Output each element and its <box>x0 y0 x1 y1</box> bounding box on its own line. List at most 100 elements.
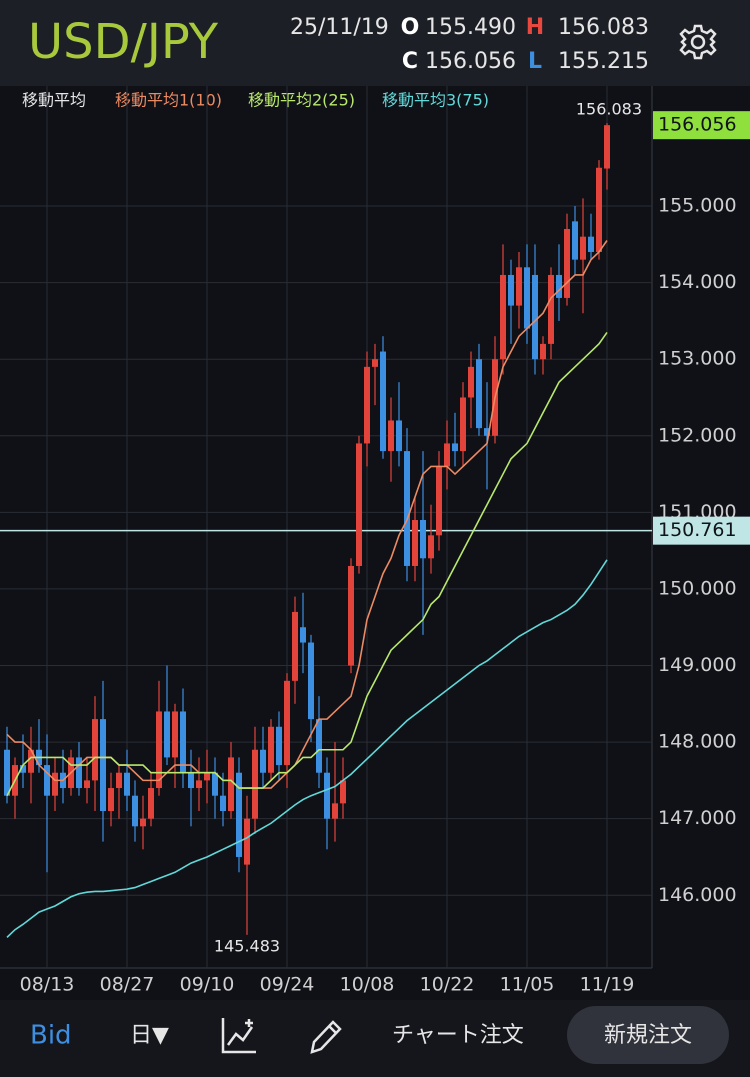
new-order-button[interactable]: 新規注文 <box>567 1006 729 1064</box>
x-tick-label: 09/10 <box>180 974 235 996</box>
candle-body <box>540 343 546 360</box>
candle-body <box>44 765 50 796</box>
ma-line <box>6 331 608 797</box>
candle-body <box>180 711 186 773</box>
new-order-bg <box>567 1006 729 1064</box>
candle-body <box>396 420 402 452</box>
candle-body <box>324 772 330 819</box>
x-tick-label: 09/24 <box>260 974 315 996</box>
y-tick-label: 150.000 <box>658 577 737 599</box>
gear-center <box>690 34 706 50</box>
candle-body <box>468 366 474 398</box>
header-bg <box>0 0 750 86</box>
low-label: 145.483 <box>214 936 280 955</box>
candle-body <box>164 711 170 758</box>
candle-body <box>284 680 290 766</box>
new-order-label: 新規注文 <box>604 1023 692 1048</box>
candle-body <box>412 520 418 566</box>
candle-body <box>220 795 226 812</box>
candle-body <box>4 749 10 796</box>
y-tick-label: 149.000 <box>658 654 737 676</box>
ohlc-key: O <box>401 15 420 40</box>
ohlc-value: 156.056 <box>425 49 516 74</box>
candle-body <box>92 719 98 781</box>
candle-body <box>292 611 298 681</box>
candle-body <box>84 780 90 789</box>
candle-body <box>244 818 250 865</box>
pencil-glyph <box>310 1020 342 1054</box>
candle-body <box>188 772 194 789</box>
ma-line <box>6 559 608 938</box>
ohlc-key: C <box>402 49 418 74</box>
candle-body <box>604 125 610 169</box>
x-tick-label: 10/08 <box>340 974 395 996</box>
candle-body <box>172 711 178 758</box>
candle-body <box>228 757 234 812</box>
candle-body <box>460 397 466 452</box>
candle-body <box>124 772 130 796</box>
candle-body <box>428 535 434 559</box>
indicator-icon[interactable] <box>221 1018 256 1054</box>
candle-body <box>20 765 26 773</box>
legend-entry: 移動平均1(10) <box>115 91 222 110</box>
last-price-tag <box>653 111 750 140</box>
candle-body <box>532 274 538 360</box>
candle-body <box>404 451 410 566</box>
candle-body <box>76 757 82 789</box>
candle-body <box>524 267 530 329</box>
candle-body <box>364 366 370 444</box>
candle-body <box>596 167 602 252</box>
candle-body <box>564 229 570 298</box>
candle-body <box>308 642 314 720</box>
gear-outline <box>679 24 717 60</box>
y-tick-label: 147.000 <box>658 807 737 829</box>
candle-body <box>580 236 586 260</box>
candle-body <box>380 351 386 452</box>
y-tick-label: 146.000 <box>658 884 737 906</box>
candle-body <box>508 274 514 306</box>
y-tick-label: 155.000 <box>658 195 737 217</box>
candle-body <box>108 788 114 812</box>
chart-bg <box>0 86 750 1000</box>
x-tick-label: 11/19 <box>580 974 635 996</box>
price-line-label: 150.761 <box>658 519 737 541</box>
candle-body <box>156 711 162 789</box>
indicator-plus <box>245 1019 253 1027</box>
x-tick-label: 08/27 <box>100 974 155 996</box>
candle-body <box>100 719 106 812</box>
candle-body <box>476 359 482 429</box>
candle-body <box>268 726 274 773</box>
candle-body <box>500 274 506 360</box>
draw-icon[interactable] <box>310 1020 342 1054</box>
candle-body <box>516 267 522 306</box>
bid-toggle[interactable]: Bid <box>30 1021 72 1051</box>
ohlc-value: 155.490 <box>425 15 516 40</box>
candle-body <box>132 795 138 827</box>
candle-body <box>556 274 562 298</box>
candle-body <box>332 803 338 819</box>
candle-body <box>276 726 282 766</box>
legend-entry: 移動平均3(75) <box>382 91 489 110</box>
period-select[interactable]: 日▼ <box>130 1023 169 1048</box>
candle-body <box>252 749 258 819</box>
candle-body <box>116 772 122 789</box>
candle-body <box>452 443 458 452</box>
x-tick-label: 08/13 <box>20 974 75 996</box>
candle-body <box>236 772 242 857</box>
settings-icon[interactable] <box>679 24 717 60</box>
candle-body <box>260 749 266 773</box>
candle-body <box>388 420 394 452</box>
candle-body <box>340 780 346 804</box>
high-label: 156.083 <box>576 100 642 119</box>
y-tick-label: 153.000 <box>658 348 737 370</box>
candle-body <box>140 818 146 827</box>
candle-body <box>52 772 58 796</box>
candle-body <box>484 428 490 436</box>
y-tick-label: 154.000 <box>658 271 737 293</box>
ohlc-value: 155.215 <box>558 49 649 74</box>
chart-order-button[interactable]: チャート注文 <box>392 1023 524 1048</box>
candle-body <box>300 627 306 643</box>
candle-body <box>204 772 210 781</box>
candle-body <box>212 772 218 796</box>
